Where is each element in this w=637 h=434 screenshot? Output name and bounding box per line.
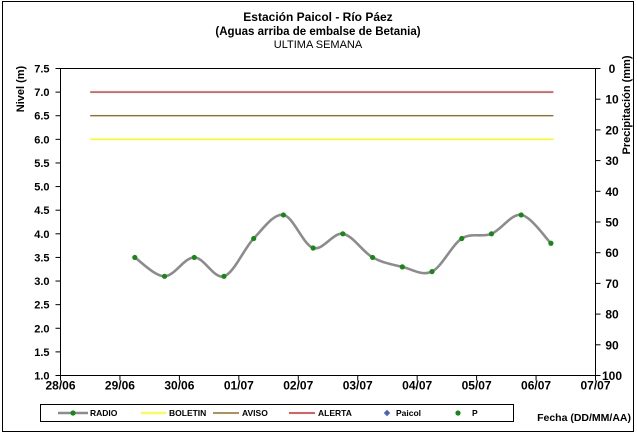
y2-tick-label: 0: [609, 62, 616, 76]
series-point-radio: [429, 268, 435, 275]
series-point-radio: [221, 273, 227, 279]
legend-label: RADIO: [90, 408, 118, 418]
x-tick-label: 05/07: [462, 379, 492, 393]
y-tick-label: 7.5: [34, 64, 49, 76]
y-axis-title: Nivel (m): [15, 65, 27, 112]
series-point-radio: [161, 273, 168, 279]
series-point-radio: [518, 212, 524, 218]
y-tick-label: 2.5: [34, 300, 49, 312]
y-tick-label: 1.5: [34, 347, 49, 359]
x-tick-label: 06/07: [521, 379, 551, 393]
y-tick-label: 6.5: [34, 111, 49, 123]
y-tick-label: 4.0: [34, 229, 49, 241]
series-point-radio: [488, 231, 495, 237]
x-tick-label: 07/07: [580, 379, 610, 393]
series-point-radio: [310, 245, 316, 251]
legend-item-boletin: BOLETIN: [141, 408, 206, 418]
y2-tick-label: 40: [605, 185, 619, 199]
plot-area: 1.0 1.5 2.0 2.5 3.0 3.5 4.0 4.5 5.0 5.5 6.0 6.5 7.0 7…: [34, 62, 622, 393]
series-point-radio: [191, 254, 197, 261]
y-tick-label: 4.5: [34, 205, 49, 217]
series-point-radio: [399, 264, 405, 270]
legend-marker-radio: [70, 410, 76, 416]
chart-title: Estación Paicol - Río Páez: [243, 10, 392, 24]
chart-subtitle: (Aguas arriba de embalse de Betania): [215, 26, 420, 38]
series-point-radio: [369, 254, 376, 261]
legend-box: [40, 404, 514, 422]
y2-tick-label: 60: [605, 246, 619, 260]
series-point-radio: [340, 231, 346, 237]
x-tick-label: 03/07: [343, 379, 373, 393]
y-tick-label: 5.5: [34, 158, 49, 170]
y2-tick-label: 50: [605, 216, 619, 230]
legend-label: BOLETIN: [169, 408, 206, 418]
series-point-radio: [132, 254, 138, 261]
chart-period: ULTIMA SEMANA: [274, 39, 363, 51]
y2-axis-title: Precipitación (mm): [621, 55, 633, 154]
x-tick-label: 30/06: [164, 379, 194, 393]
y-tick-label: 3.0: [34, 276, 49, 288]
legend-item-p: P: [455, 408, 478, 418]
legend-label: ALERTA: [318, 408, 352, 418]
series-point-radio: [251, 235, 257, 242]
legend: RADIO BOLETIN AVISO ALERTA Paicol P: [58, 408, 478, 418]
y2-tick-label: 80: [605, 308, 619, 322]
x-tick-label: 29/06: [105, 379, 135, 393]
y2-tick-label: 90: [605, 338, 619, 352]
x-axis-title: Fecha (DD/MM/AA): [537, 412, 631, 424]
series-point-radio: [459, 235, 465, 242]
x-tick-label: 04/07: [402, 379, 432, 393]
legend-marker-p: [455, 410, 461, 416]
x-tick-label: 01/07: [224, 379, 254, 393]
y-tick-label: 1.0: [34, 371, 49, 383]
legend-marker-paicol: [383, 409, 391, 417]
x-tick-label: 28/06: [45, 379, 75, 393]
legend-item-radio: RADIO: [58, 408, 118, 418]
y2-tick-label: 100: [602, 369, 622, 383]
legend-label: Paicol: [396, 408, 421, 418]
y-tick-label: 7.0: [34, 87, 49, 99]
plot-border: [60, 68, 596, 376]
legend-label: AVISO: [242, 408, 268, 418]
y-tick-label: 3.5: [34, 252, 49, 264]
y2-tick-label: 70: [605, 277, 619, 291]
y2-tick-label: 10: [605, 93, 619, 107]
y-tick-label: 6.0: [34, 134, 49, 146]
legend-label: P: [472, 408, 478, 418]
y2-tick-label: 20: [605, 123, 619, 137]
legend-item-paicol: Paicol: [383, 408, 421, 418]
legend-item-aviso: AVISO: [213, 408, 268, 418]
y2-tick-label: 30: [605, 154, 619, 168]
x-tick-label: 02/07: [283, 379, 313, 393]
series-point-radio: [280, 212, 287, 218]
series-point-radio: [548, 240, 554, 246]
legend-item-alerta: ALERTA: [289, 408, 352, 418]
y-tick-label: 2.0: [34, 323, 49, 335]
y-tick-label: 5.0: [34, 182, 49, 194]
